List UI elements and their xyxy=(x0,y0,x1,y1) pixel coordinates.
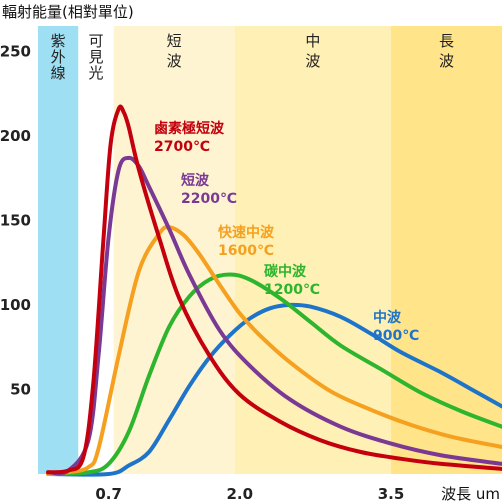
band-label-char: 波 xyxy=(305,52,320,70)
y-tick-label: 100 xyxy=(0,296,31,314)
series-labels: 鹵素極短波 2700℃ 短波 2200℃ 快速中波 1600℃ 碳中波 1200℃ 中波 900℃ xyxy=(154,120,419,344)
series-curve xyxy=(46,104,502,475)
band-label-char: 外 xyxy=(51,48,66,66)
y-tick-label: 250 xyxy=(0,42,31,60)
band-label-char: 長 xyxy=(439,32,454,50)
band-label-char: 光 xyxy=(88,64,103,82)
series-label: 1200℃ xyxy=(264,282,320,298)
band-label-char: 中 xyxy=(305,32,320,50)
x-tick-label: 3.5 xyxy=(378,485,405,503)
series-curve xyxy=(46,302,502,477)
band-label-char: 可 xyxy=(88,32,103,50)
x-tick-label: 2.0 xyxy=(226,485,253,503)
y-tick-labels: 50 100 150 200 250 xyxy=(0,42,31,398)
band-label-char: 波 xyxy=(439,52,454,70)
series-label: 碳中波 xyxy=(264,263,307,280)
x-tick-label: 0.7 xyxy=(95,485,122,503)
band-4 xyxy=(391,26,502,474)
wavelength-bands xyxy=(38,26,502,474)
series-curve xyxy=(46,225,502,476)
x-axis-title: 波長 um xyxy=(441,485,500,503)
band-2 xyxy=(113,26,235,474)
band-label-char: 見 xyxy=(88,48,103,66)
series-label: 中波 xyxy=(373,309,402,326)
band-3 xyxy=(234,26,392,474)
band-0 xyxy=(38,26,79,474)
series-curve xyxy=(46,155,502,476)
x-tick-labels: 0.7 2.0 3.5 xyxy=(95,485,404,503)
band-label-char: 波 xyxy=(167,52,182,70)
y-tick-label: 50 xyxy=(10,380,31,398)
series-label: 快速中波 xyxy=(218,224,275,241)
series-label: 2200℃ xyxy=(181,191,237,207)
series-label: 900℃ xyxy=(373,328,419,344)
y-axis-title: 輻射能量(相對單位) xyxy=(2,3,134,21)
y-tick-label: 150 xyxy=(0,211,31,229)
spectral-curves xyxy=(46,104,502,477)
series-label: 1600℃ xyxy=(218,243,274,259)
band-label-char: 短 xyxy=(167,32,182,50)
series-label: 2700℃ xyxy=(154,139,210,155)
band-label-char: 線 xyxy=(51,64,66,82)
series-curve xyxy=(46,272,502,476)
series-label: 鹵素極短波 xyxy=(154,120,225,137)
y-tick-label: 200 xyxy=(0,127,31,145)
band-label-char: 紫 xyxy=(51,32,66,50)
series-label: 短波 xyxy=(181,172,210,189)
